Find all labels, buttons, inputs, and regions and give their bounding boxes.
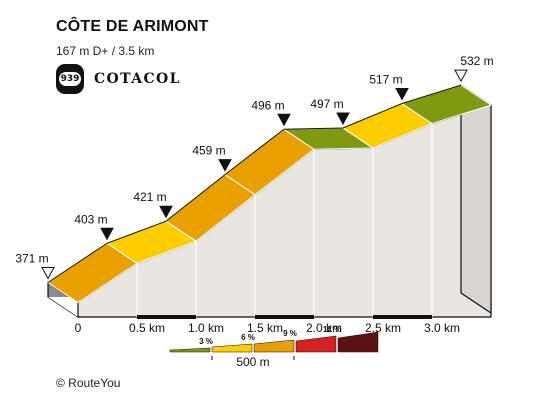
- x-tick-label: 0: [75, 321, 82, 335]
- cotacol-brand: 939 COTACOL: [56, 64, 181, 94]
- elevation-label: 517 m: [369, 73, 402, 87]
- elevation-label: 497 m: [310, 97, 343, 111]
- elevation-marker-icon: [395, 88, 409, 101]
- ribbon-back-edge: [47, 84, 462, 283]
- elevation-label: 459 m: [192, 144, 225, 158]
- grade-label: 6 %: [241, 333, 255, 342]
- cotacol-number: 939: [59, 72, 81, 86]
- cotacol-badge: 939: [56, 64, 84, 94]
- elevation-marker-icon: [336, 112, 350, 126]
- grade-label: 12 %: [323, 325, 341, 334]
- elevation-label: 403 m: [74, 212, 107, 226]
- grade-label: 9 %: [283, 329, 297, 338]
- x-tick-label: 2.0 km: [306, 321, 342, 335]
- elevation-label: 371 m: [15, 252, 48, 266]
- grade-swatch: [337, 331, 379, 353]
- brand-name: COTACOL: [94, 71, 181, 87]
- grade-swatch: [169, 347, 211, 353]
- elevation-marker-icon: [100, 227, 114, 241]
- endpoint-marker-icon: [41, 267, 55, 280]
- grade-swatch: [253, 339, 295, 353]
- grade-label: 3 %: [199, 337, 213, 346]
- x-tick-label: 1.5 km: [247, 321, 283, 335]
- grade-swatch: [211, 343, 253, 353]
- x-tick-label: 3.0 km: [424, 321, 460, 335]
- endpoint-marker-icon: [454, 69, 468, 83]
- x-tick-label: 1.0 km: [188, 321, 224, 335]
- page-title: CÔTE DE ARIMONT: [56, 18, 209, 35]
- x-tick-label: 0.5 km: [129, 321, 165, 335]
- legend-scale-label: 500 m: [236, 355, 269, 369]
- elevation-marker-icon: [159, 205, 173, 219]
- climb-stats: 167 m D+ / 3.5 km: [56, 44, 155, 58]
- elevation-label: 496 m: [251, 98, 284, 112]
- elevation-marker-icon: [218, 159, 232, 172]
- elevation-marker-icon: [277, 113, 291, 127]
- elevation-label: 421 m: [133, 190, 166, 204]
- copyright-text: © RouteYou: [56, 376, 121, 390]
- grade-swatch: [295, 335, 337, 353]
- profile-finish-face: [460, 83, 492, 315]
- elevation-label: 532 m: [460, 54, 493, 68]
- x-tick-label: 2.5 km: [365, 321, 401, 335]
